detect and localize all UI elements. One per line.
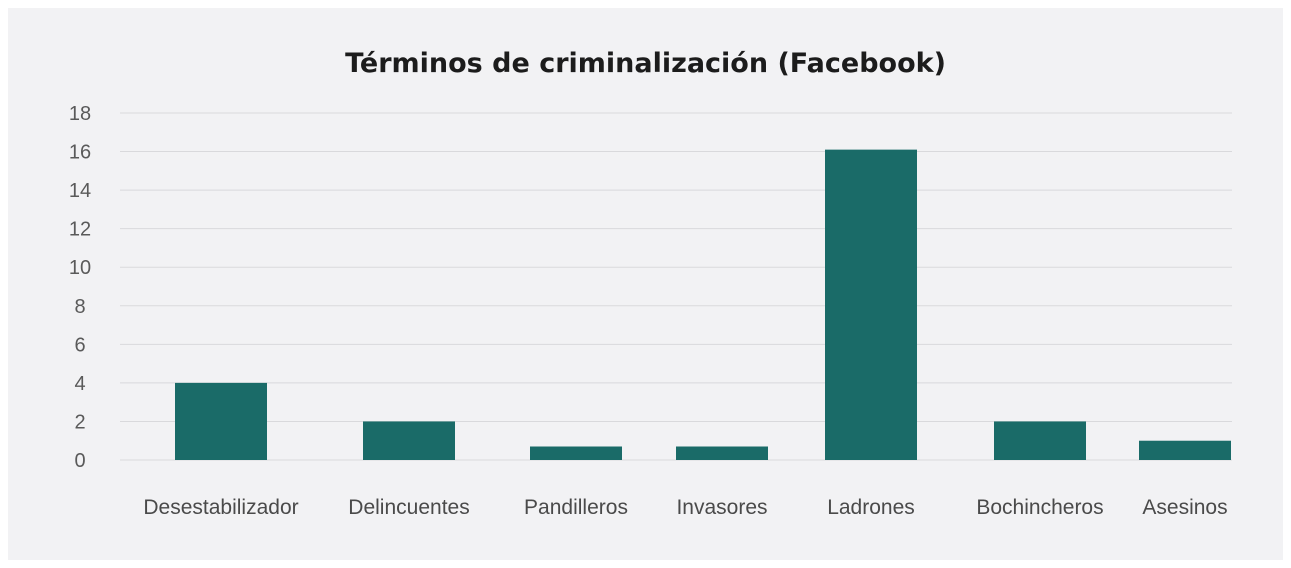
bar-bochincheros (994, 421, 1086, 460)
y-tick-label: 10 (69, 257, 91, 279)
bars (175, 149, 1231, 460)
bar-desestabilizador (175, 382, 267, 460)
y-tick-label: 8 (74, 296, 85, 318)
x-axis-categories: Desestabilizador Delincuentes Pandilleros I… (143, 496, 1227, 519)
y-tick-label: 2 (74, 411, 85, 433)
x-category-label: Bochincheros (976, 496, 1103, 519)
x-category-label: Asesinos (1142, 496, 1227, 519)
x-category-label: Invasores (676, 496, 767, 519)
y-tick-label: 12 (69, 219, 91, 241)
x-category-label: Delincuentes (348, 496, 469, 519)
x-category-label: Ladrones (827, 496, 915, 519)
chart-title: Términos de criminalización (Facebook) (345, 48, 946, 79)
x-category-label: Pandilleros (524, 496, 628, 519)
bar-invasores (676, 446, 768, 460)
chart-card (8, 8, 1283, 560)
y-tick-label: 18 (69, 103, 91, 125)
bar-ladrones (825, 149, 917, 460)
y-tick-label: 6 (74, 334, 85, 356)
y-tick-label: 16 (69, 142, 91, 164)
bar-delincuentes (363, 421, 455, 460)
y-tick-label: 0 (74, 450, 85, 472)
y-axis-ticks: 0 2 4 6 8 10 12 14 16 18 (69, 103, 91, 472)
y-tick-label: 4 (74, 373, 85, 395)
bar-asesinos (1139, 440, 1231, 460)
gridlines (120, 112, 1232, 461)
y-tick-label: 14 (69, 180, 91, 202)
bar-pandilleros (530, 446, 622, 460)
x-category-label: Desestabilizador (143, 496, 298, 519)
